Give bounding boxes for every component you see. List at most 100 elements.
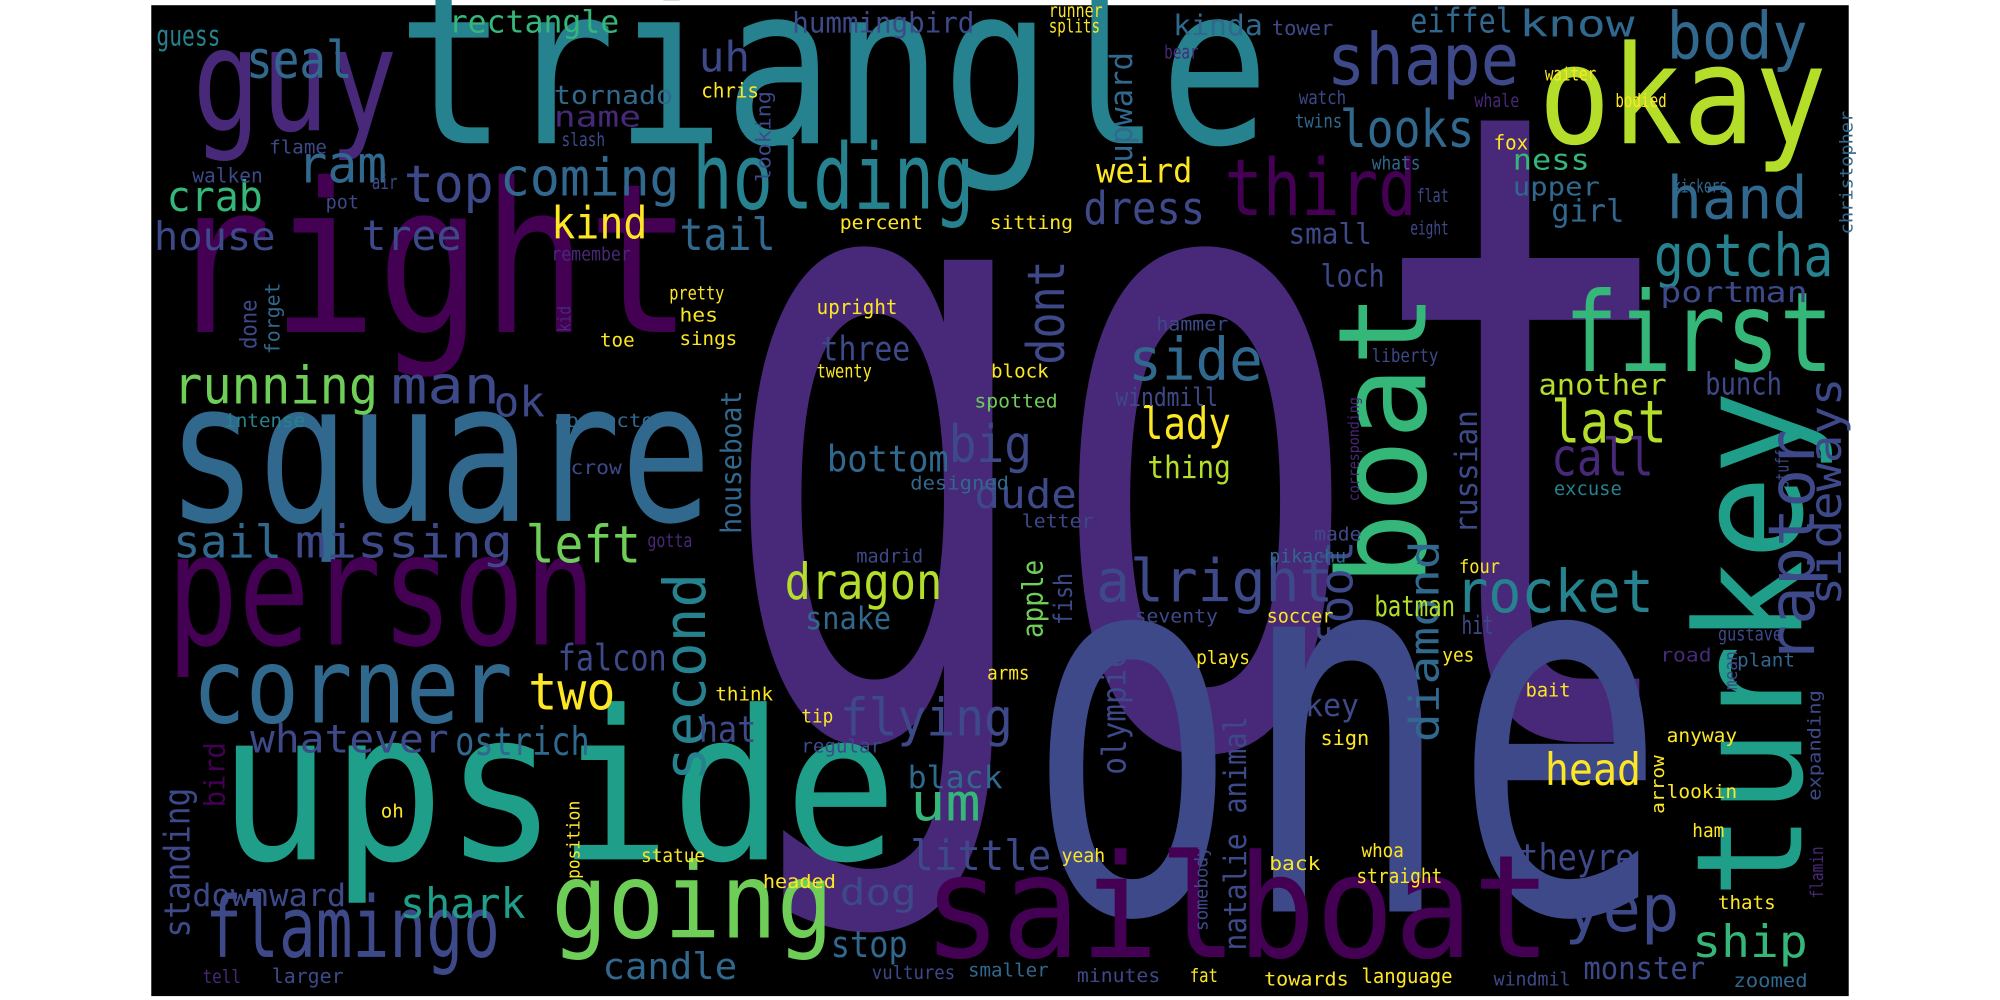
cloud-background [151,5,1849,997]
word: side [1128,326,1263,395]
word: hummingbird [792,6,974,39]
word: fat [1190,966,1218,987]
word: twenty [817,361,872,382]
word: bird [199,742,232,807]
word: running [173,356,378,416]
word: lady [1141,398,1231,449]
word: square [167,339,712,567]
word: sign [1321,726,1370,750]
word: forget [261,283,285,355]
word: russian [1449,410,1485,534]
word: whoa [1362,841,1404,862]
word: designed [910,473,1009,494]
word: sings [679,329,737,350]
word: alright [1096,547,1333,616]
word: somebody [1192,846,1213,931]
word: candle [603,945,738,988]
word: animal [1218,716,1254,814]
word: kickers [1673,177,1727,198]
word: flame [269,138,327,159]
word: upright [817,295,898,319]
word: name [554,100,641,133]
word: excuse [1554,479,1622,500]
word: gotcha [1654,222,1833,291]
word: stuff [1773,449,1794,488]
word: dog [840,871,917,914]
word: first [1564,268,1833,397]
word: turkey [1665,391,1837,899]
word: position [564,801,585,879]
word: spotted [974,391,1057,412]
word: minutes [1077,966,1160,987]
word: ok [494,378,545,426]
word: twins [1295,111,1342,132]
word: looking [752,91,776,182]
word: person [167,499,596,681]
word: man [391,356,500,416]
word: christopher [1837,111,1858,235]
word: second [652,573,719,781]
word: flat [1417,186,1449,207]
word: ship [1692,917,1807,968]
word: portman [1660,276,1807,309]
word: dress [1083,182,1205,235]
word: bunch [1705,366,1782,402]
word: tornado [554,81,673,111]
word: bodied [1615,91,1666,112]
word: whatever [250,717,449,762]
word: tower [1272,16,1334,40]
word: little [910,831,1051,879]
word: guess [156,19,220,52]
word: fish [1049,573,1079,625]
word: seventy [1135,606,1218,627]
word: top [404,154,494,214]
word: hit [1462,611,1494,641]
word: tail [679,210,775,261]
word: got [718,0,1692,952]
word: upper [1513,172,1600,202]
word: sitting [990,213,1073,234]
word: small [1288,217,1371,250]
word: missing [295,515,513,568]
word: downward [192,878,346,914]
word: pot [326,192,359,213]
word: theyre [1519,836,1634,879]
word: windmil [1494,970,1571,991]
word: arrow [1648,755,1669,814]
word: crab [167,173,263,221]
word: boat [1313,293,1455,586]
word: hes [679,305,717,326]
word: done [236,299,263,348]
word: upside [218,666,897,909]
word: think [715,684,773,705]
word: walken [192,163,263,187]
word: expanding [1805,690,1826,801]
word: house [154,215,276,260]
word: towards [1264,970,1349,991]
word: standing [156,788,199,938]
word: falcon [558,636,667,679]
word: anyway [1667,726,1738,747]
word: fox [1494,131,1529,155]
word: upward [1104,52,1140,163]
word: pretty [669,283,724,304]
word: batman [1374,590,1455,623]
word: splits [1049,16,1100,37]
word: arms [987,664,1029,685]
word: snake [805,601,891,637]
word: know [1519,2,1635,45]
word: bear [1164,42,1199,63]
word: remember [551,244,631,265]
word: pikachu [1269,546,1346,567]
word: natalie [1218,833,1254,950]
word: runner [1049,1,1103,22]
word: flying [840,688,1013,748]
word: whale [1474,91,1519,112]
word: big [949,415,1032,475]
word: mean [1721,651,1742,690]
word: whats [1372,153,1421,174]
word: corner [192,627,513,748]
word: um [910,773,981,833]
